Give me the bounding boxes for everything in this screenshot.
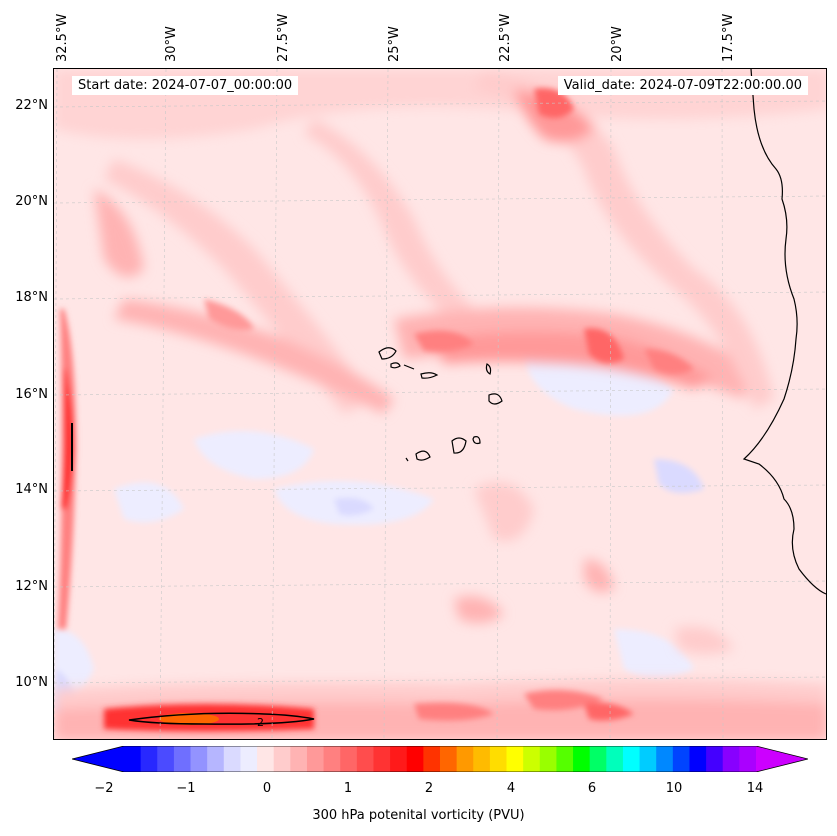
colorbar-segment <box>223 746 241 772</box>
colorbar-segment <box>706 746 724 772</box>
colorbar-tick-1: 1 <box>343 781 353 796</box>
cape-verde-islands <box>378 347 503 462</box>
lat-label-18n: 18°N <box>15 290 48 305</box>
contour-label-2: 2 <box>257 716 264 729</box>
colorbar-segment <box>373 746 391 772</box>
colorbar-segment <box>506 746 524 772</box>
colorbar-segment <box>124 746 142 772</box>
colorbar-segment <box>639 746 657 772</box>
colorbar-segment <box>423 746 441 772</box>
colorbar-segment <box>157 746 175 772</box>
colorbar-segment <box>523 746 541 772</box>
colorbar-segment <box>140 746 158 772</box>
colorbar-segment <box>739 746 757 772</box>
colorbar-segment <box>323 746 341 772</box>
colorbar-segment <box>173 746 192 772</box>
valid-date-box: Valid_date: 2024-07-09T22:00:00.00 <box>557 76 808 95</box>
colorbar-segment <box>539 746 557 772</box>
colorbar-extend-low <box>72 746 124 772</box>
colorbar-segment <box>473 746 491 772</box>
colorbar-segment <box>273 746 291 772</box>
lon-label-27-5w: 27.5°W <box>276 13 291 62</box>
lon-label-17-5w: 17.5°W <box>721 13 736 62</box>
colorbar-svg <box>71 745 809 773</box>
lat-label-22n: 22°N <box>15 98 48 113</box>
colorbar-segment <box>622 746 641 772</box>
lon-label-32-5w: 32.5°W <box>55 13 70 62</box>
colorbar-segment <box>240 746 258 772</box>
lon-label-22-5w: 22.5°W <box>498 13 513 62</box>
colorbar-segment <box>306 746 325 772</box>
colorbar-segment <box>589 746 607 772</box>
pv-field-map: 2 <box>54 69 826 739</box>
colorbar <box>71 745 809 773</box>
colorbar-segment <box>406 746 424 772</box>
colorbar-segment <box>456 746 474 772</box>
lat-label-16n: 16°N <box>15 387 48 402</box>
colorbar-extend-high <box>756 746 808 772</box>
lat-label-10n: 10°N <box>15 675 48 690</box>
colorbar-segment <box>656 746 674 772</box>
colorbar-label: 300 hPa potenital vorticity (PVU) <box>312 808 525 823</box>
colorbar-segment <box>489 746 508 772</box>
colorbar-segment <box>689 746 707 772</box>
colorbar-tick-14: 14 <box>746 781 764 796</box>
start-date-box: Start date: 2024-07-07_00:00:00 <box>72 76 299 95</box>
colorbar-tick-6: 6 <box>587 781 597 796</box>
colorbar-segment <box>606 746 624 772</box>
lat-label-14n: 14°N <box>15 482 48 497</box>
colorbar-segment <box>573 746 591 772</box>
colorbar-segment <box>440 746 458 772</box>
colorbar-tick-10: 10 <box>665 781 683 796</box>
colorbar-segment <box>257 746 275 772</box>
colorbar-segment <box>290 746 308 772</box>
colorbar-segment <box>340 746 358 772</box>
colorbar-segment <box>190 746 208 772</box>
colorbar-segment <box>672 746 690 772</box>
colorbar-tick-0: 0 <box>262 781 272 796</box>
lon-label-20w: 20°W <box>610 26 625 62</box>
colorbar-tick-4: 4 <box>506 781 516 796</box>
pv-contour-2 <box>128 712 315 725</box>
colorbar-tick-neg2: −2 <box>94 781 114 796</box>
lat-label-12n: 12°N <box>15 579 48 594</box>
colorbar-tick-neg1: −1 <box>176 781 196 796</box>
colorbar-segment <box>556 746 574 772</box>
lon-label-25w: 25°W <box>387 26 402 62</box>
colorbar-segment <box>722 746 740 772</box>
lat-label-20n: 20°N <box>15 194 48 209</box>
colorbar-segment <box>207 746 225 772</box>
colorbar-tick-2: 2 <box>424 781 434 796</box>
graticule <box>54 69 826 739</box>
map-panel: 2 <box>53 68 827 740</box>
african-coastline <box>742 69 826 595</box>
colorbar-segment <box>356 746 374 772</box>
lon-label-30w: 30°W <box>164 26 179 62</box>
colorbar-segment <box>390 746 408 772</box>
